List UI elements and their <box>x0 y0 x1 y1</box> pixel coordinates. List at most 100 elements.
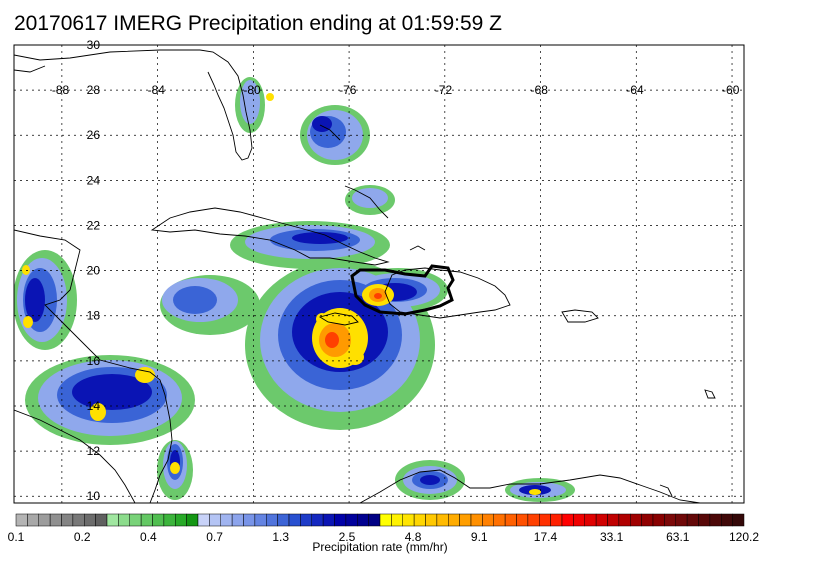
colorbar-swatch <box>95 513 108 527</box>
colorbar-swatch <box>27 513 39 527</box>
map-title: 20170617 IMERG Precipitation ending at 0… <box>14 12 502 35</box>
colorbar-swatch <box>368 513 381 527</box>
colorbar-tick-label: 0.1 <box>8 530 25 544</box>
longitude-label: -64 <box>626 83 644 97</box>
latitude-label: 22 <box>87 218 101 232</box>
region-outline <box>350 264 455 316</box>
colorbar-swatch <box>163 513 176 527</box>
longitude-label: -84 <box>148 83 166 97</box>
colorbar-tick-label: 33.1 <box>600 530 624 544</box>
colorbar-swatch <box>334 513 347 527</box>
colorbar-swatch <box>516 513 529 527</box>
colorbar-tick-label: 120.2 <box>729 530 759 544</box>
colorbar-swatch <box>630 513 642 527</box>
colorbar-swatch <box>675 513 688 527</box>
colorbar-swatch <box>209 513 221 527</box>
colorbar-swatch <box>652 513 665 527</box>
colorbar-swatch <box>584 513 597 527</box>
colorbar-swatch <box>311 513 324 527</box>
colorbar-swatch <box>641 513 654 527</box>
colorbar-swatch <box>129 513 142 527</box>
colorbar-swatch <box>550 513 563 527</box>
colorbar-swatch <box>618 513 631 527</box>
coastlines <box>14 49 716 503</box>
colorbar-tick-label: 4.8 <box>405 530 422 544</box>
colorbar-swatch <box>709 513 722 527</box>
map-frame <box>13 44 745 504</box>
colorbar-swatch <box>459 513 472 527</box>
colorbar-swatch <box>664 513 676 527</box>
colorbar-swatch <box>482 513 494 527</box>
colorbar <box>15 513 745 527</box>
colorbar-swatch <box>231 513 244 527</box>
longitude-labels: -88 -84 -80 -76 -72 -68 -64 -60 <box>52 83 740 97</box>
colorbar-swatch <box>732 513 745 527</box>
longitude-label: -88 <box>52 83 70 97</box>
colorbar-swatch <box>277 513 290 527</box>
colorbar-swatch <box>573 513 585 527</box>
latitude-label: 14 <box>87 399 101 413</box>
colorbar-swatch <box>425 513 438 527</box>
colorbar-swatch <box>436 513 449 527</box>
longitude-label: -80 <box>243 83 261 97</box>
colorbar-swatch <box>322 513 335 527</box>
latitude-label: 16 <box>87 354 101 368</box>
colorbar-swatch <box>197 513 210 527</box>
colorbar-swatch <box>300 513 312 527</box>
colorbar-swatch <box>288 513 301 527</box>
colorbar-swatch <box>470 513 483 527</box>
colorbar-tick-labels: 0.1 0.2 0.4 0.7 1.3 2.5 4.8 9.1 17.4 33.1 63.1 120.… <box>8 530 760 544</box>
colorbar-tick-label: 0.4 <box>140 530 157 544</box>
colorbar-label: Precipitation rate (mm/hr) <box>312 540 448 554</box>
colorbar-swatch <box>106 513 119 527</box>
colorbar-tick-label: 0.2 <box>74 530 91 544</box>
longitude-label: -72 <box>435 83 453 97</box>
colorbar-swatch <box>493 513 506 527</box>
colorbar-swatch <box>686 513 699 527</box>
latitude-label: 26 <box>87 128 101 142</box>
longitude-label: -76 <box>339 83 357 97</box>
colorbar-swatch <box>49 513 62 527</box>
longitude-label: -60 <box>722 83 740 97</box>
colorbar-swatch <box>15 513 28 527</box>
latitude-label: 10 <box>87 489 101 503</box>
colorbar-swatch <box>140 513 153 527</box>
longitude-label: -68 <box>531 83 549 97</box>
colorbar-tick-label: 1.3 <box>272 530 289 544</box>
colorbar-swatch <box>379 513 392 527</box>
colorbar-swatch <box>152 513 165 527</box>
colorbar-swatch <box>448 513 460 527</box>
colorbar-swatch <box>539 513 551 527</box>
latitude-label: 12 <box>87 444 101 458</box>
colorbar-swatch <box>527 513 540 527</box>
colorbar-swatch <box>561 513 574 527</box>
colorbar-swatch <box>72 513 85 527</box>
colorbar-swatch <box>186 513 199 527</box>
colorbar-swatch <box>402 513 415 527</box>
colorbar-swatch <box>254 513 267 527</box>
colorbar-swatch <box>243 513 256 527</box>
colorbar-swatch <box>345 513 358 527</box>
latitude-label: 18 <box>87 309 101 323</box>
colorbar-swatch <box>266 513 278 527</box>
colorbar-swatch <box>391 513 403 527</box>
latitude-label: 28 <box>87 83 101 97</box>
colorbar-swatch <box>504 513 517 527</box>
latitude-label: 20 <box>87 264 101 278</box>
colorbar-swatch <box>118 513 130 527</box>
colorbar-tick-label: 9.1 <box>471 530 488 544</box>
colorbar-tick-label: 17.4 <box>534 530 558 544</box>
colorbar-swatch <box>721 513 733 527</box>
colorbar-swatch <box>698 513 711 527</box>
colorbar-swatch <box>357 513 369 527</box>
colorbar-tick-label: 63.1 <box>666 530 690 544</box>
precipitation-field <box>14 77 575 502</box>
colorbar-swatch <box>413 513 426 527</box>
colorbar-swatch <box>175 513 187 527</box>
colorbar-swatch <box>595 513 608 527</box>
colorbar-tick-label: 2.5 <box>339 530 356 544</box>
colorbar-swatch <box>607 513 620 527</box>
colorbar-tick-label: 0.7 <box>206 530 223 544</box>
colorbar-swatch <box>61 513 74 527</box>
